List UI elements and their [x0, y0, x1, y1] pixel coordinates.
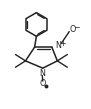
- Text: N: N: [55, 41, 61, 50]
- Text: O: O: [40, 79, 46, 88]
- Text: −: −: [74, 23, 80, 32]
- Text: +: +: [60, 39, 66, 48]
- Text: N: N: [39, 69, 45, 78]
- Text: O: O: [70, 25, 76, 34]
